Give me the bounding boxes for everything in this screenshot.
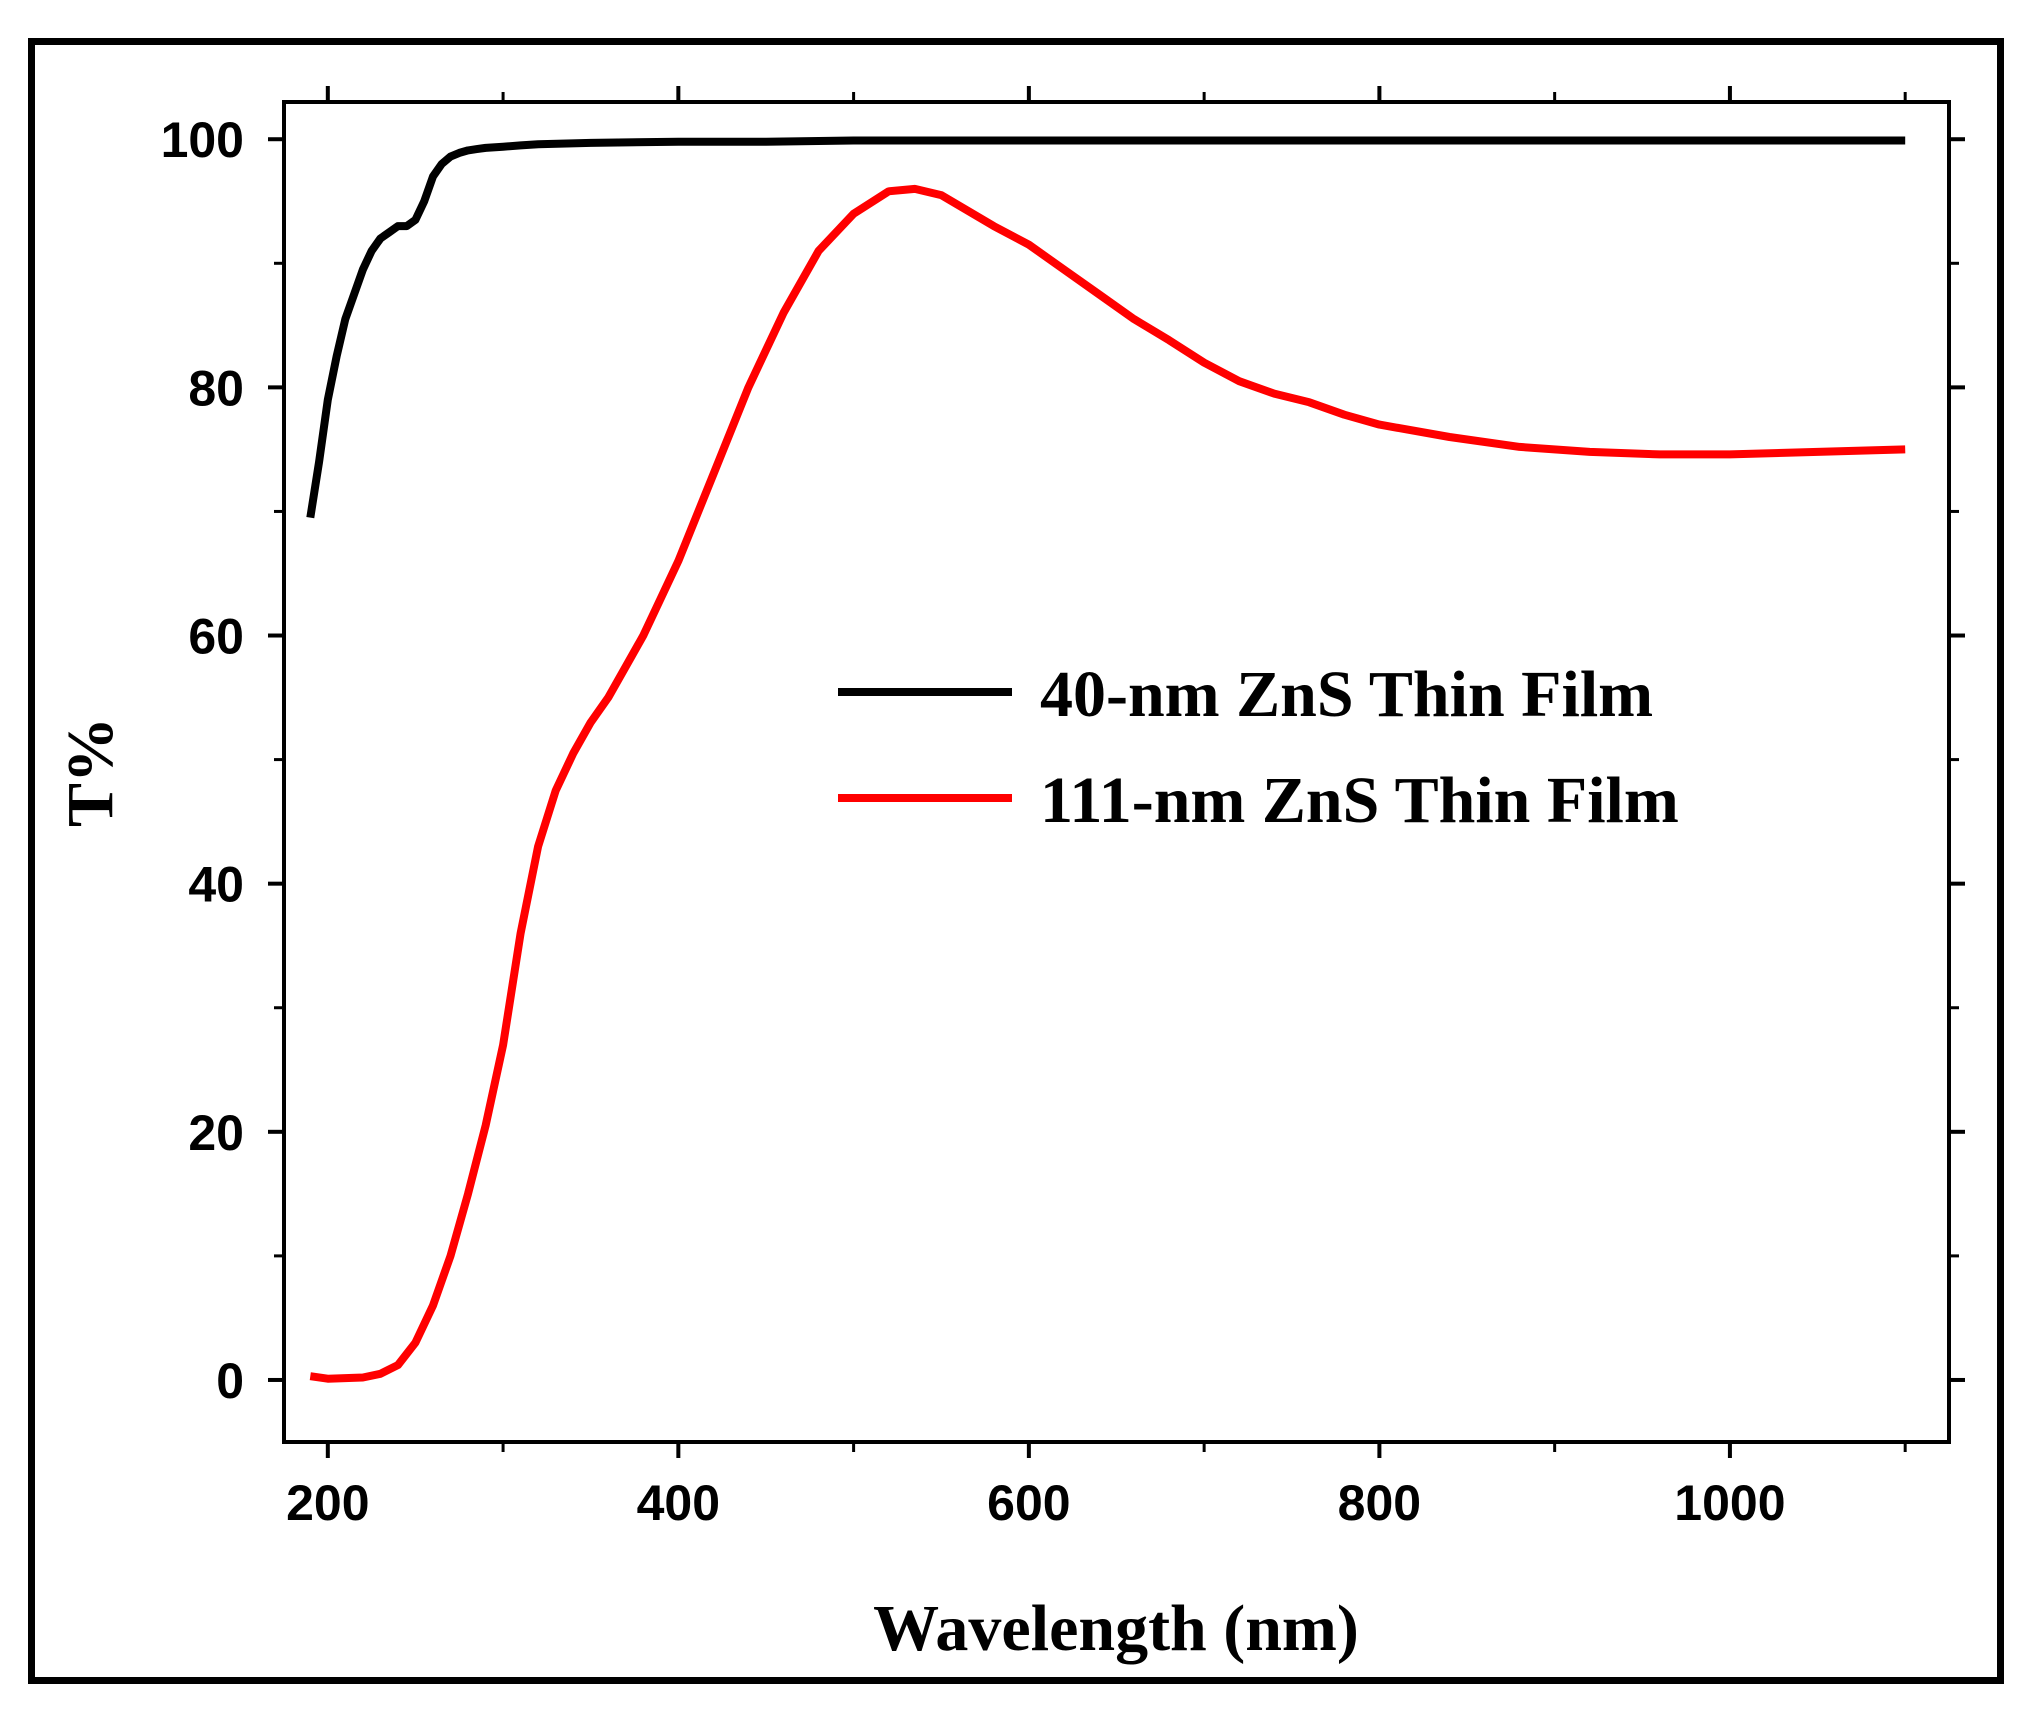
series-line-111nm [309,184,1906,1383]
x-tick-label: 400 [637,1475,720,1531]
legend-label-111nm: 111-nm ZnS Thin Film [1040,764,1679,837]
x-tick-label: 600 [987,1475,1070,1531]
y-tick-label: 60 [188,609,244,665]
legend-label-40nm: 40-nm ZnS Thin Film [1040,658,1653,731]
y-tick-label: 0 [216,1353,244,1409]
y-axis-title: T% [54,717,127,827]
x-axis-title: Wavelength (nm) [873,1592,1359,1665]
y-tick-label: 20 [188,1105,244,1161]
series-line-40nm [306,136,1906,519]
plot-area [282,100,1951,1444]
y-tick-label: 100 [161,112,244,168]
y-tick-label: 80 [188,360,244,416]
x-tick-label: 200 [286,1475,369,1531]
legend: 40-nm ZnS Thin Film 111-nm ZnS Thin Film [838,658,1679,837]
series-lines [306,136,1906,1383]
x-tick-label: 1000 [1674,1475,1785,1531]
figure-frame [28,38,2004,1684]
y-tick-label: 40 [188,857,244,913]
ticks [268,86,1965,1458]
x-tick-label: 800 [1338,1475,1421,1531]
tick-labels: 200 400 600 800 1000 0 20 40 60 80 100 [161,112,1786,1531]
